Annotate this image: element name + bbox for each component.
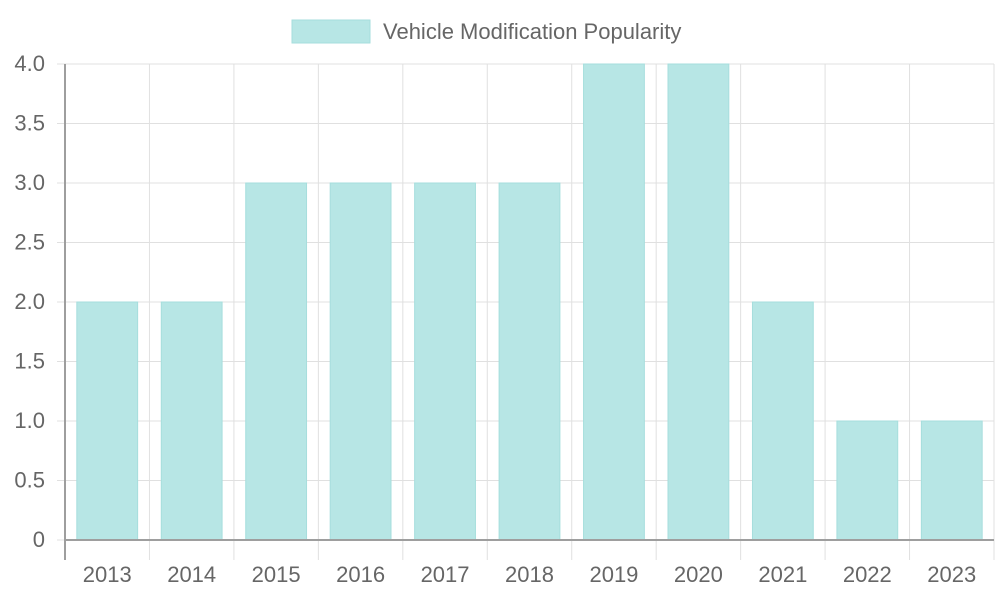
- y-tick-label: 3.0: [14, 170, 45, 195]
- x-tick-label: 2018: [505, 562, 554, 587]
- bars-layer: [76, 63, 983, 541]
- x-tick-label: 2017: [421, 562, 470, 587]
- bar[interactable]: [836, 420, 899, 541]
- y-tick-label: 4.0: [14, 51, 45, 76]
- legend-swatch[interactable]: [291, 19, 371, 44]
- x-tick-label: 2023: [927, 562, 976, 587]
- x-tick-label: 2019: [589, 562, 638, 587]
- x-tick-label: 2022: [843, 562, 892, 587]
- legend-label[interactable]: Vehicle Modification Popularity: [383, 19, 681, 44]
- bar[interactable]: [583, 63, 645, 541]
- bar[interactable]: [245, 182, 308, 541]
- bar[interactable]: [920, 420, 983, 541]
- legend[interactable]: Vehicle Modification Popularity: [291, 19, 681, 44]
- y-tick-label: 0.5: [14, 468, 45, 493]
- y-tick-label: 1.0: [14, 408, 45, 433]
- axis-layer: 0 0.5 1.0 1.5 2.0 2.5 3.0 3.5 4.0 2013 2014 2015 201…: [14, 51, 994, 587]
- y-tick-label: 1.5: [14, 349, 45, 374]
- bar[interactable]: [414, 182, 476, 541]
- bar[interactable]: [76, 301, 139, 541]
- x-tick-label: 2016: [336, 562, 385, 587]
- y-tick-label: 3.5: [14, 111, 45, 136]
- bar[interactable]: [160, 301, 223, 541]
- x-tick-label: 2020: [674, 562, 723, 587]
- y-tick-label: 0: [33, 527, 45, 552]
- bar[interactable]: [667, 63, 730, 541]
- bar[interactable]: [498, 182, 561, 541]
- bar[interactable]: [751, 301, 814, 541]
- x-tick-label: 2014: [167, 562, 216, 587]
- bar[interactable]: [329, 182, 392, 541]
- y-tick-label: 2.5: [14, 230, 45, 255]
- x-tick-label: 2021: [758, 562, 807, 587]
- y-tick-label: 2.0: [14, 289, 45, 314]
- x-tick-label: 2015: [252, 562, 301, 587]
- x-tick-label: 2013: [83, 562, 132, 587]
